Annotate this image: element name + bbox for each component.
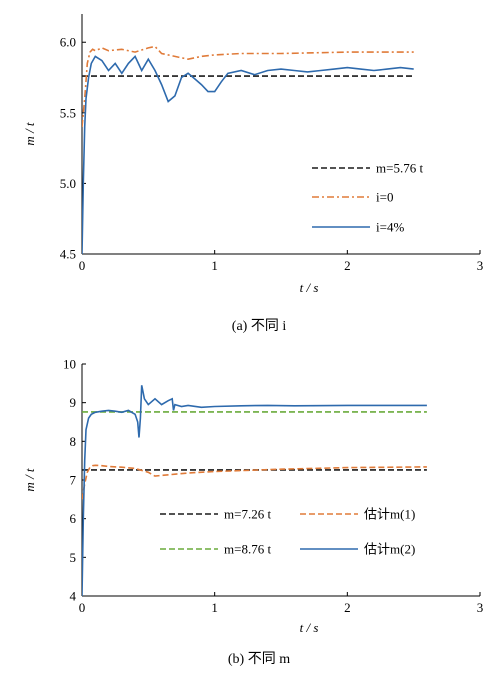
chart-caption: (a) 不同 i [232, 319, 287, 334]
legend-label-0: m=5.76 t [376, 161, 423, 176]
x-tick-label: 3 [477, 600, 484, 615]
x-axis-label: t / s [300, 280, 319, 295]
y-tick-label: 6.0 [60, 35, 76, 50]
y-tick-label: 5.0 [60, 176, 76, 191]
x-tick-label: 1 [211, 258, 218, 273]
y-tick-label: 6 [70, 511, 77, 526]
legend-label-1: i=0 [376, 190, 393, 205]
y-tick-label: 5 [70, 550, 77, 565]
chart-caption: (b) 不同 m [228, 652, 290, 667]
y-tick-label: 7 [70, 473, 77, 488]
y-tick-label: 8 [70, 434, 77, 449]
x-tick-label: 1 [211, 600, 218, 615]
x-tick-label: 3 [477, 258, 484, 273]
x-tick-label: 2 [344, 258, 351, 273]
x-tick-label: 0 [79, 600, 86, 615]
legend-label-0: m=7.26 t [224, 507, 271, 522]
series-line-3 [82, 385, 427, 596]
legend-label-3: 估计m(2) [364, 542, 415, 557]
y-tick-label: 4 [70, 589, 77, 604]
legend-label-1: m=8.76 t [224, 542, 271, 557]
y-axis-label: m / t [22, 468, 37, 492]
series-line-1 [82, 45, 414, 127]
y-tick-label: 5.5 [60, 105, 76, 120]
y-tick-label: 4.5 [60, 247, 76, 262]
x-tick-label: 2 [344, 600, 351, 615]
y-axis-label: m / t [22, 122, 37, 146]
x-tick-label: 0 [79, 258, 86, 273]
y-tick-label: 10 [63, 357, 76, 372]
legend-label-2: 估计m(1) [364, 507, 415, 522]
x-axis-label: t / s [300, 620, 319, 635]
y-tick-label: 9 [70, 395, 77, 410]
legend-label-2: i=4% [376, 220, 404, 235]
series-line-2 [82, 55, 414, 254]
